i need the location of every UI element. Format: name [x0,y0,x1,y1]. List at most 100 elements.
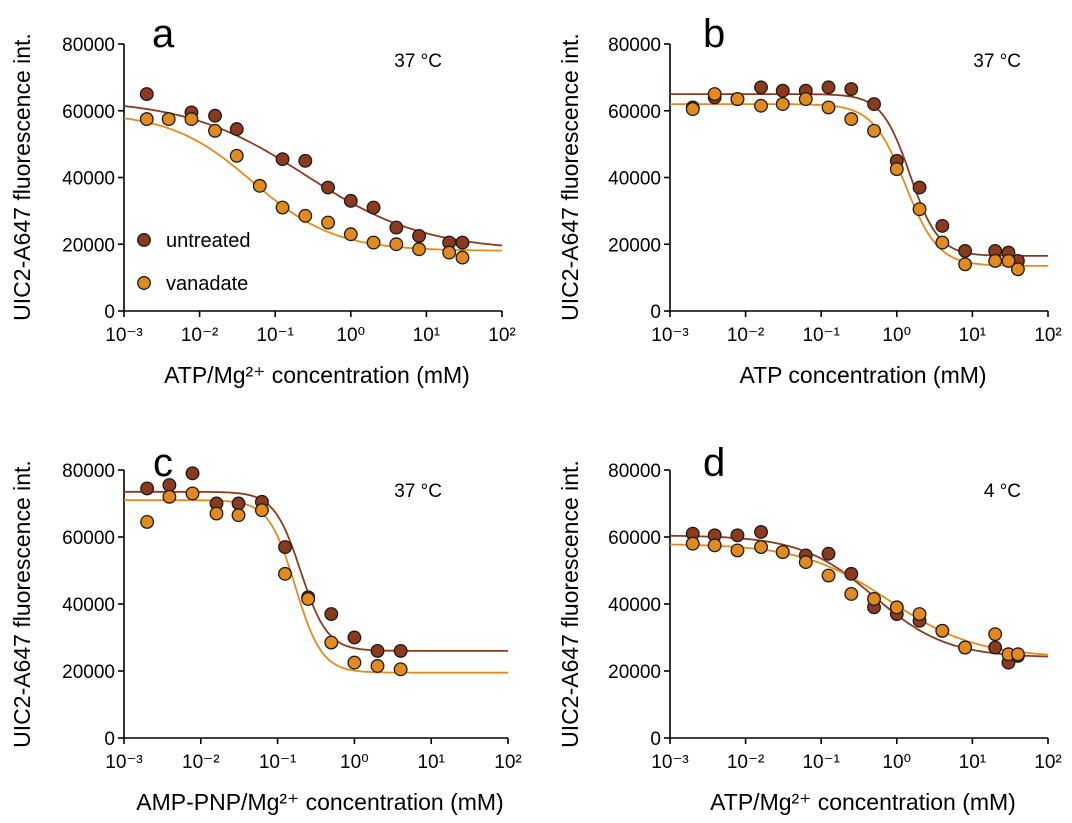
data-point-untreated [231,496,246,511]
data-point-vanadate [730,543,745,558]
y-tick-label: 40000 [608,595,661,616]
x-tick-label: 10⁻² [727,752,765,773]
x-tick-label: 10⁻¹ [256,325,294,346]
data-point-vanadate [209,506,224,521]
x-tick-label: 10⁻² [727,325,765,346]
data-point-vanadate [988,253,1003,268]
data-point-vanadate [754,98,768,113]
data-point-vanadate [775,545,790,560]
data-point-untreated [370,643,385,658]
data-point-vanadate [912,607,927,622]
data-point-untreated [162,478,177,493]
data-point-vanadate [229,148,244,163]
data-point-vanadate [412,242,427,257]
x-tick-label: 10² [494,752,521,773]
x-tick-label: 10⁰ [340,752,369,773]
panel-letter: a [152,12,175,56]
y-tick-label: 0 [104,302,115,323]
legend-label-vanadate: vanadate [166,273,248,295]
y-tick-label: 40000 [608,169,661,190]
data-point-vanadate [231,508,246,523]
y-tick-label: 60000 [608,528,661,549]
data-point-untreated [140,481,155,496]
data-point-untreated [844,566,859,581]
x-tick-label: 10⁻¹ [802,325,840,346]
y-tick-label: 80000 [608,35,661,56]
data-point-vanadate [455,250,470,265]
x-tick-label: 10¹ [417,752,444,773]
data-point-vanadate [324,635,339,650]
y-tick-label: 60000 [62,528,115,549]
data-point-untreated [366,200,381,215]
data-point-vanadate [185,486,200,501]
x-axis-title: AMP-PNP/Mg²⁺ concentration (mM) [136,789,503,815]
temperature-label: 4 °C [984,481,1021,502]
data-point-untreated [278,540,292,555]
fit-curve-vanadate [124,499,508,674]
data-point-vanadate [301,592,316,606]
data-point-vanadate [958,257,973,272]
data-point-vanadate [162,489,177,504]
data-point-untreated [844,82,859,97]
fit-curve-vanadate [123,117,502,252]
y-tick-label: 0 [104,729,115,750]
y-tick-label: 20000 [62,235,115,256]
data-point-vanadate [844,587,859,601]
data-point-vanadate [889,162,904,177]
data-point-vanadate [912,202,927,217]
x-tick-label: 10² [1034,752,1061,773]
data-point-vanadate [685,536,700,551]
data-point-vanadate [754,540,768,555]
data-point-untreated [393,643,408,658]
data-point-untreated [275,152,290,167]
x-tick-label: 10¹ [959,325,986,346]
x-axis-title: ATP/Mg²⁺ concentration (mM) [710,789,1016,815]
y-axis-title: UIC2-A647 fluorescence int. [9,460,35,748]
data-point-vanadate [140,514,155,529]
y-tick-label: 60000 [608,102,661,123]
panel-b: 0 20000 40000 60000 80000 10⁻³ 10⁻² 10⁻¹ 10⁰ 10¹ 1… [557,12,1062,388]
data-point-vanadate [867,592,881,606]
temperature-label: 37 °C [973,51,1021,72]
x-axis-title: ATP/Mg²⁺ concentration (mM) [164,362,470,388]
y-tick-label: 20000 [608,235,661,256]
data-point-vanadate [278,566,292,581]
data-point-vanadate [1010,262,1025,277]
panel-c: 0 20000 40000 60000 80000 10⁻³ 10⁻² 10⁻¹ 10⁰ 10¹ 1… [9,441,522,815]
y-axis-title: UIC2-A647 fluorescence int. [9,33,35,321]
data-point-untreated [455,235,470,250]
y-tick-label: 0 [650,729,661,750]
data-point-vanadate [370,659,385,673]
data-point-vanadate [935,235,950,250]
data-point-untreated [321,180,335,195]
data-point-untreated [343,193,358,208]
fit-curve-untreated [124,490,508,652]
data-point-vanadate [707,87,722,102]
data-point-vanadate [298,208,313,223]
data-point-untreated [347,630,362,645]
data-point-untreated [208,108,222,123]
y-tick-label: 20000 [62,662,115,683]
panel-letter: d [703,441,725,485]
data-point-vanadate [254,503,269,518]
data-point-vanadate [347,655,362,670]
y-tick-label: 60000 [62,102,115,123]
y-axis-title: UIC2-A647 fluorescence int. [557,33,583,321]
data-point-vanadate [389,237,404,252]
data-point-vanadate [139,112,154,127]
data-point-untreated [958,243,973,258]
data-point-untreated [754,80,768,95]
data-point-vanadate [442,245,457,260]
data-point-untreated [185,466,200,481]
y-tick-label: 20000 [608,662,661,683]
data-point-vanadate [184,112,199,127]
legend-label-untreated: untreated [166,230,251,252]
y-tick-label: 40000 [62,595,115,616]
data-point-vanadate [958,640,973,655]
x-tick-label: 10¹ [413,325,440,346]
panel-letter: b [703,12,725,56]
data-point-vanadate [798,92,813,107]
temperature-label: 37 °C [394,51,442,72]
fit-curve-vanadate [670,103,1048,267]
data-point-untreated [754,525,768,539]
